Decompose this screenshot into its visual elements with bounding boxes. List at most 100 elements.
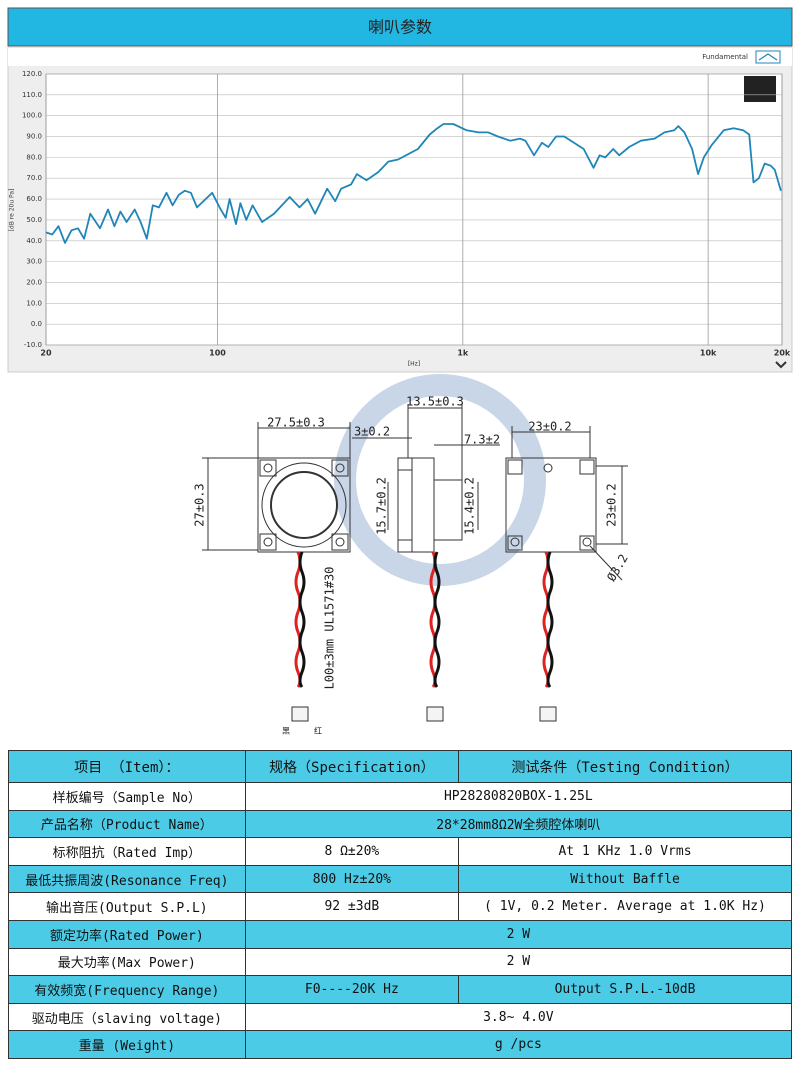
connector: [426, 706, 444, 722]
row-value: HP28280820BOX-1.25L: [244, 782, 793, 811]
side-dimension-lines: [352, 404, 500, 530]
table-row: 最低共振周波(Resonance Freq) 800 Hz±20% Without …: [8, 864, 792, 894]
y-tick-label: 40.0: [26, 237, 42, 245]
row-label: 驱动电压（slaving voltage): [8, 1002, 246, 1032]
row-label: 标称阻抗（Rated Imp）: [8, 837, 246, 866]
black-wire: [298, 551, 306, 688]
hole: [510, 537, 520, 547]
x-tick-label: 1k: [457, 349, 469, 358]
hole: [582, 537, 592, 547]
red-wire: [542, 551, 550, 688]
corner: [331, 459, 349, 477]
y-tick-label: 100.0: [22, 112, 42, 120]
cone: [261, 462, 347, 548]
red-wire: [429, 551, 437, 688]
dimension-label: 13.5±0.3: [406, 395, 464, 409]
y-tick-label: 70.0: [26, 174, 42, 182]
cable-label: L00±3mm UL1571#30: [323, 567, 337, 690]
row-label: 输出音压(Output S.P.L): [8, 892, 246, 921]
row-label: 产品名称（Product Name）: [8, 809, 246, 839]
dimension-label: 27.5±0.3: [267, 416, 325, 430]
y-tick-label: 120.0: [22, 70, 42, 78]
table-row: 驱动电压（slaving voltage) 3.8~ 4.0V: [8, 1002, 793, 1032]
mechanical-drawing: [202, 374, 628, 722]
back-dimension-lines: [511, 426, 628, 581]
row-value: At 1 KHz 1.0 Vrms: [458, 837, 792, 866]
x-tick-label: 10k: [700, 349, 717, 358]
corner: [507, 535, 523, 551]
row-value: 28*28mm8Ω2W全频腔体喇叭: [244, 809, 793, 839]
legend-label: Fundamental: [702, 53, 748, 61]
dimension-lines: [202, 422, 351, 551]
y-tick-label: 80.0: [26, 153, 42, 161]
corner: [579, 459, 595, 475]
row-value: Output S.P.L.-10dB: [458, 975, 792, 1004]
dimension-label: 3±0.2: [354, 425, 390, 439]
y-axis-label: [dB re 20u Pa]: [9, 189, 16, 232]
hole: [335, 463, 345, 473]
connector: [291, 706, 309, 722]
row-label: 最大功率(Max Power): [8, 947, 246, 977]
front-outline: [257, 457, 351, 553]
corner: [331, 533, 349, 551]
row-value: g /pcs: [244, 1030, 793, 1059]
spec-table: 项目 （Item）： 规格（Specification） 测试条件（Testing …: [8, 750, 793, 1059]
wire-label: 红: [314, 726, 322, 736]
dimension-label: 23±0.2: [605, 483, 619, 526]
y-tick-label: 110.0: [22, 91, 42, 99]
y-tick-label: 10.0: [26, 299, 42, 307]
dimension-label: 7.3±2: [464, 433, 500, 447]
watermark: [334, 374, 546, 586]
series-line: [45, 123, 782, 244]
icon: [744, 76, 776, 102]
y-tick-label: -10.0: [24, 341, 42, 349]
corner: [259, 533, 277, 551]
row-label: 有效频宽(Frequency Range): [8, 975, 246, 1004]
side-outline: [397, 457, 463, 553]
black-wire: [546, 551, 554, 688]
corner: [507, 459, 523, 475]
dimension-label: 27±0.3: [193, 483, 207, 526]
x-tick-label: 20k: [774, 349, 791, 358]
dimension-label: Ø3.2: [604, 552, 631, 584]
table-row: 最大功率(Max Power) 2 W: [8, 947, 793, 977]
chevron: [775, 361, 787, 369]
header-cell: 测试条件（Testing Condition）: [458, 750, 792, 783]
y-tick-label: 90.0: [26, 133, 42, 141]
cone-inner: [270, 471, 338, 539]
x-axis-label: [Hz]: [408, 361, 420, 368]
row-value: 2 W: [244, 919, 793, 949]
row-label: 最低共振周波(Resonance Freq): [8, 864, 246, 894]
dimension-label: 15.4±0.2: [463, 477, 477, 535]
row-label: 额定功率(Rated Power): [8, 919, 246, 949]
figure: 喇叭参数 Fundamental [Hz] [dB re 20u Pa]: [7, 7, 793, 736]
row-value: 8 Ω±20%: [244, 837, 460, 866]
row-label: 样板编号（Sample No）: [8, 782, 246, 811]
row-value: 2 W: [244, 947, 793, 977]
connector: [539, 706, 557, 722]
table-header-row: 项目 （Item）： 规格（Specification） 测试条件（Testing …: [8, 750, 792, 783]
hole: [335, 537, 345, 547]
black-wire: [433, 551, 441, 688]
y-tick-label: 30.0: [26, 258, 42, 266]
x-tick-label: 100: [209, 349, 226, 358]
corner: [259, 459, 277, 477]
y-tick-label: 20.0: [26, 278, 42, 286]
corner: [579, 535, 595, 551]
table-row: 额定功率(Rated Power) 2 W: [8, 919, 793, 949]
x-tick-label: 20: [40, 349, 52, 358]
legend-bar: [8, 48, 792, 66]
table-row: 有效频宽(Frequency Range) F0----20K Hz Output …: [8, 975, 792, 1004]
table-row: 产品名称（Product Name） 28*28mm8Ω2W全频腔体喇叭: [8, 809, 793, 839]
table-row: 输出音压(Output S.P.L) 92 ±3dB( 1V, 0.2 Meter…: [8, 892, 792, 921]
red-wire: [294, 551, 302, 688]
plot-area: [45, 73, 783, 346]
hole: [263, 463, 273, 473]
row-value: 3.8~ 4.0V: [244, 1002, 793, 1032]
header-cell: 项目 （Item）：: [8, 750, 246, 783]
dimension-label: 23±0.2: [528, 420, 571, 434]
y-tick-label: 0.0: [31, 320, 42, 328]
row-value: 800 Hz±20%: [244, 864, 460, 894]
row-value: F0----20K Hz: [244, 975, 460, 1004]
hole: [263, 537, 273, 547]
